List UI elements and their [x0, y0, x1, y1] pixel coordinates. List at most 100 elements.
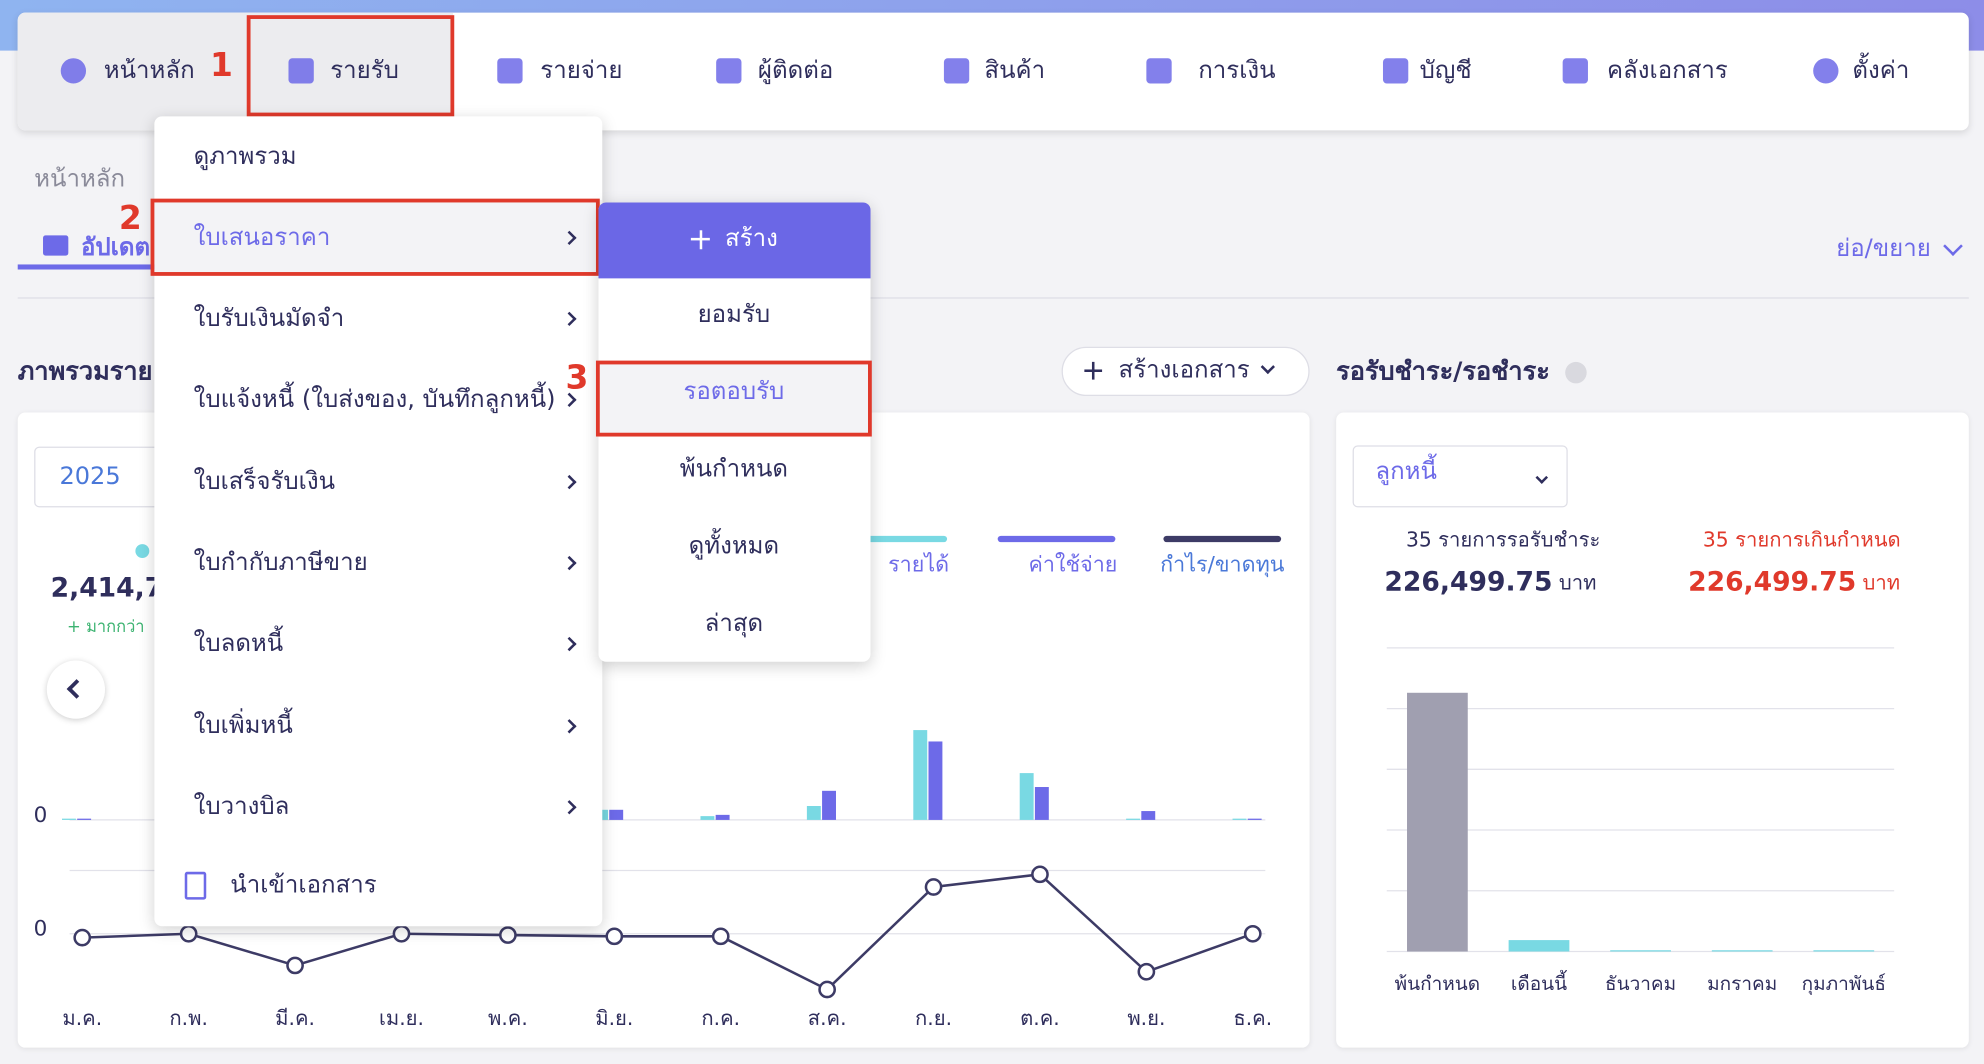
prev-button[interactable]	[46, 660, 106, 719]
nav-item[interactable]: รายรับ	[330, 56, 399, 85]
nav-item[interactable]: สินค้า	[984, 56, 1046, 85]
point	[1137, 962, 1156, 981]
submenu-item[interactable]: ดูทั้งหมด	[688, 532, 780, 560]
separator	[17, 297, 1969, 299]
submenu-active-bg	[598, 361, 871, 436]
point	[1031, 865, 1049, 884]
nav-item[interactable]: การเงิน	[1198, 56, 1276, 85]
import-icon	[184, 871, 207, 900]
x-tick-label: พ.ย.	[1127, 1005, 1166, 1030]
point	[179, 924, 198, 943]
y-tick-label: 0	[33, 802, 48, 829]
x-tick-label: ก.พ.	[169, 1005, 208, 1030]
submenu-create-bg[interactable]	[598, 202, 871, 279]
change: + มากกว่า	[67, 618, 145, 638]
x-tick-label: มิ.ย.	[595, 1005, 634, 1030]
menu-item[interactable]: ใบรับเงินมัดจำ	[193, 304, 345, 333]
point	[924, 878, 943, 896]
create-button[interactable]	[1061, 346, 1310, 397]
tab[interactable]: อัปเดต	[80, 233, 151, 262]
menu-item[interactable]: ใบวางบิล	[193, 792, 290, 821]
bar	[1247, 818, 1262, 820]
bar	[1508, 940, 1570, 952]
bar	[1711, 950, 1773, 952]
nav-active-bg	[17, 12, 453, 131]
submenu-item[interactable]: พ้นกำหนด	[679, 454, 788, 483]
menu-item[interactable]: ใบเพิ่มหนี้	[193, 711, 293, 740]
overdue-label: 35 รายการเกินกำหนด	[1702, 527, 1901, 552]
menu-item-active-bg	[154, 199, 603, 276]
bar	[715, 814, 730, 820]
bar	[1126, 818, 1141, 820]
submenu-item[interactable]: ยอมรับ	[697, 300, 771, 329]
x-tick-label: ธันวาคม	[1605, 972, 1677, 996]
menu-item[interactable]: ใบกำกับภาษีขาย	[193, 548, 368, 577]
year[interactable]: 2025	[59, 462, 121, 491]
nav-icon	[1813, 58, 1839, 84]
line	[82, 873, 1254, 992]
filter[interactable]: ลูกหนี้	[1375, 457, 1437, 486]
bar	[1232, 818, 1247, 820]
step-number: 2	[118, 199, 142, 238]
pending-amount: 226,499.75	[1384, 566, 1553, 597]
x-tick-label: พ้นกำหนด	[1394, 972, 1481, 996]
nav-icon	[288, 58, 314, 84]
highlight-box	[150, 198, 600, 276]
section-title: ภาพรวมราย	[17, 355, 153, 386]
highlight-box	[246, 15, 455, 117]
submenu-item[interactable]: ล่าสุด	[704, 609, 764, 638]
menu-item[interactable]: นำเข้าเอกสาร	[230, 871, 377, 899]
bar	[700, 816, 715, 820]
menu-item[interactable]: ใบเสร็จรับเงิน	[193, 467, 336, 496]
pending-label: 35 รายการรอรับชำระ	[1405, 527, 1601, 552]
legend-label: ค่าใช้จ่าย	[1028, 552, 1118, 578]
menu-item[interactable]: ดูภาพรวม	[193, 142, 297, 171]
legend-label: กำไร/ขาดทุน	[1160, 552, 1285, 578]
x-tick-label: ก.ย.	[915, 1005, 953, 1030]
bar	[1813, 950, 1875, 952]
menu-item[interactable]: ใบลดหนี้	[193, 629, 284, 658]
x-tick-label: ต.ค.	[1020, 1005, 1060, 1030]
collapse[interactable]: ย่อ/ขยาย	[1836, 234, 1931, 263]
menu-item[interactable]: ใบเสนอราคา	[193, 223, 331, 252]
x-tick-label: เดือนนี้	[1510, 972, 1568, 996]
filter-select[interactable]	[1352, 445, 1568, 508]
nav-item[interactable]: คลังเอกสาร	[1606, 56, 1728, 85]
nav-item[interactable]: ผู้ติดต่อ	[757, 56, 834, 85]
nav-item[interactable]: บัญชี	[1419, 56, 1472, 85]
point	[1243, 924, 1262, 943]
x-tick-label: กุมภาพันธ์	[1801, 972, 1886, 996]
step-number: 3	[565, 359, 589, 398]
nav-item[interactable]: หน้าหลัก	[103, 56, 195, 85]
nav-icon	[497, 58, 523, 84]
plus-v	[699, 229, 702, 249]
bar	[928, 741, 943, 820]
x-tick-label: มกราคม	[1707, 972, 1778, 996]
nav-item[interactable]: รายจ่าย	[540, 56, 623, 85]
help-icon	[1565, 361, 1587, 384]
nav-icon	[1382, 58, 1409, 84]
bar	[1610, 950, 1671, 952]
submenu-create[interactable]: สร้าง	[725, 224, 778, 253]
bar	[1407, 692, 1468, 952]
submenu-item[interactable]: รอตอบรับ	[683, 377, 785, 406]
point	[499, 926, 517, 944]
nav-item[interactable]: ตั้งค่า	[1852, 56, 1910, 85]
x-tick-label: เม.ย.	[378, 1005, 424, 1030]
point	[818, 980, 836, 999]
create-button-label[interactable]: สร้างเอกสาร	[1118, 356, 1250, 385]
menu-item[interactable]: ใบแจ้งหนี้ (ใบส่งของ, บันทึกลูกหนี้)	[193, 385, 556, 414]
nav-icon	[60, 58, 87, 84]
bar	[806, 805, 821, 820]
x-tick-label: มี.ค.	[275, 1005, 315, 1030]
point	[286, 956, 304, 975]
bar	[609, 809, 624, 820]
step-number: 1	[209, 46, 233, 85]
point	[73, 928, 92, 947]
tab-underline	[17, 264, 160, 270]
breadcrumb: หน้าหลัก	[34, 165, 126, 193]
nav-icon	[943, 58, 970, 84]
x-tick-label: ก.ค.	[701, 1005, 741, 1030]
